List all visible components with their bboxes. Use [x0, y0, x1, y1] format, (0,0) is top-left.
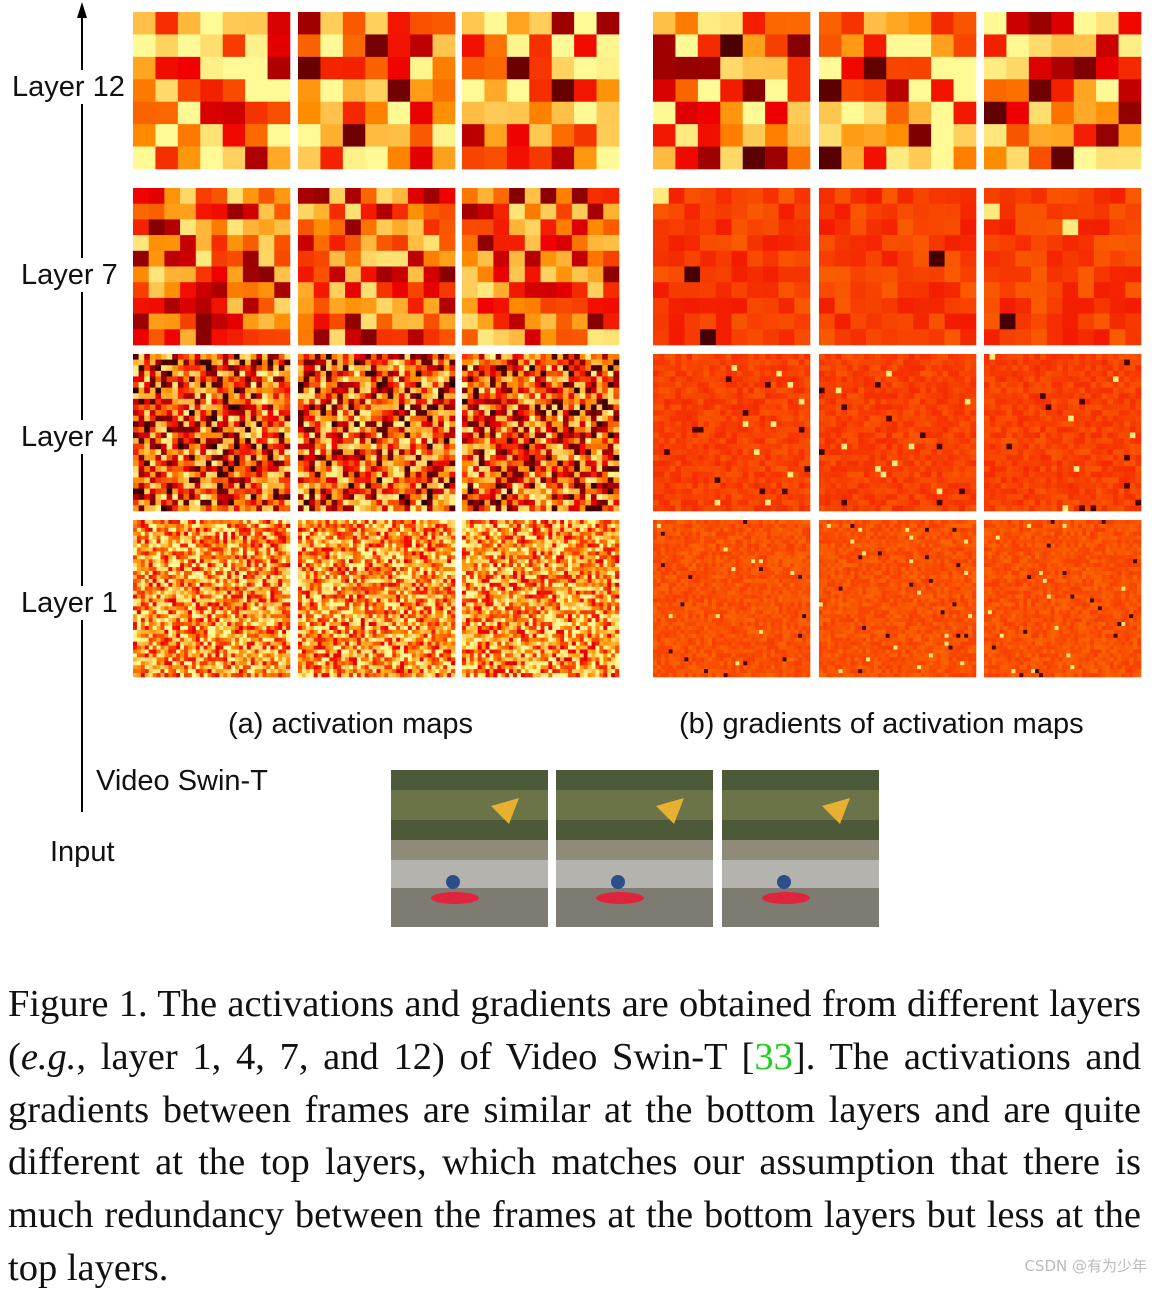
activation-map-layer1-frame3 [462, 520, 619, 677]
gradient-map-layer4-frame2 [819, 354, 976, 511]
gradient-map-layer1-frame2 [819, 520, 976, 677]
layer-label-12: Layer 12 [10, 70, 127, 104]
activation-map-layer4-frame2 [298, 354, 455, 511]
input-frame-1 [391, 770, 548, 927]
activation-map-layer7-frame2 [298, 188, 455, 345]
gradient-map-layer12-frame3 [984, 12, 1141, 169]
figure-caption: Figure 1. The activations and gradients … [8, 978, 1141, 1295]
input-frames [391, 770, 879, 927]
activation-map-layer12-frame2 [298, 12, 455, 169]
figure-graphic [0, 0, 1161, 960]
activation-map-layer4-frame1 [133, 354, 290, 511]
citation-link[interactable]: 33 [754, 1036, 793, 1078]
watermark: CSDN @有为少年 [1024, 1255, 1147, 1276]
panel-a-caption: (a) activation maps [228, 708, 473, 741]
gradient-map-layer1-frame1 [653, 520, 810, 677]
activation-map-layer1-frame1 [133, 520, 290, 677]
layer-label-4: Layer 4 [19, 420, 120, 454]
activation-map-layer12-frame3 [462, 12, 619, 169]
activation-map-layer7-frame3 [462, 188, 619, 345]
gradient-map-layer1-frame3 [984, 520, 1141, 677]
gradient-map-layer12-frame2 [819, 12, 976, 169]
layer-axis-arrowhead [77, 2, 87, 18]
gradient-map-layer7-frame3 [984, 188, 1141, 345]
panel-b-caption: (b) gradients of activation maps [679, 708, 1084, 741]
layer-label-1: Layer 1 [19, 586, 120, 620]
input-frame-3 [722, 770, 879, 927]
activation-map-layer4-frame3 [462, 354, 619, 511]
layer-label-7: Layer 7 [19, 258, 120, 292]
gradient-map-layer12-frame1 [653, 12, 810, 169]
model-label: Video Swin-T [94, 764, 270, 798]
gradient-map-layer7-frame2 [819, 188, 976, 345]
input-label: Input [48, 835, 117, 869]
activation-map-layer12-frame1 [133, 12, 290, 169]
gradient-map-layer4-frame3 [984, 354, 1141, 511]
activation-map-layer1-frame2 [298, 520, 455, 677]
caption-eg: e.g. [21, 1036, 77, 1078]
gradient-map-layer7-frame1 [653, 188, 810, 345]
gradient-map-layer4-frame1 [653, 354, 810, 511]
input-frame-2 [556, 770, 713, 927]
heatmap-grid [133, 12, 1141, 677]
activation-map-layer7-frame1 [133, 188, 290, 345]
caption-text-middle: , layer 1, 4, 7, and 12) of Video Swin-T… [76, 1036, 754, 1078]
